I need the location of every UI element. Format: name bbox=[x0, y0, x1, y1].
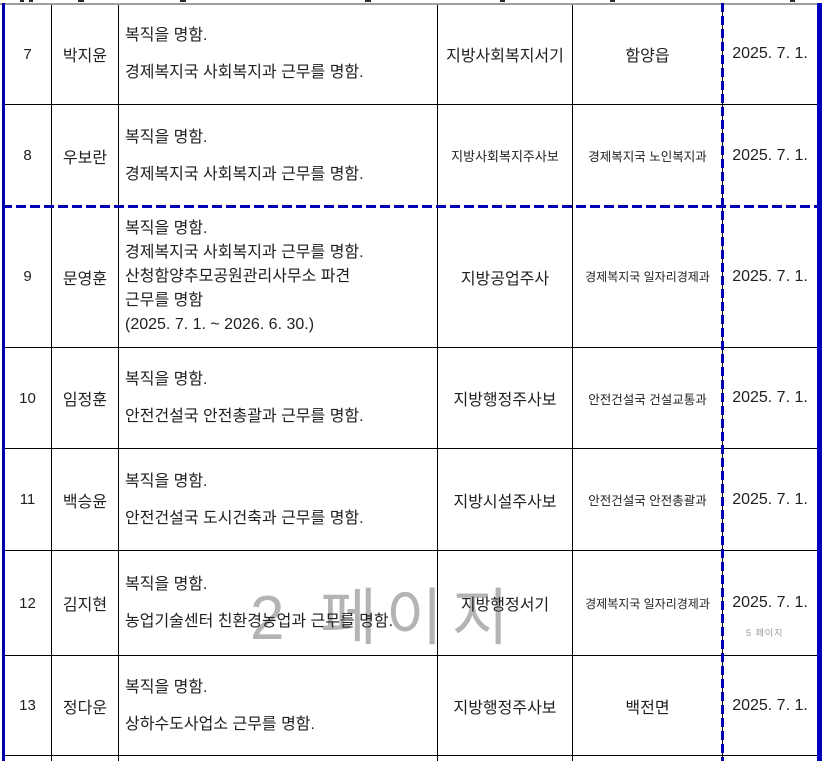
department-cell[interactable]: 안전건설국 건설교통과 bbox=[572, 347, 723, 449]
rank-title-cell[interactable]: 지방공업주사 bbox=[437, 206, 573, 348]
rank-title-cell[interactable]: 지방사회복지주사보 bbox=[437, 104, 573, 207]
row-number-cell[interactable]: 13 bbox=[3, 655, 52, 756]
order-description-cell[interactable]: 복직을 명함. 경제복지국 사회복지과 근무를 명함. 산청함양추모공원관리사무소 … bbox=[118, 206, 438, 348]
personnel-order-table: 7 박지윤 복직을 명함. 경제복지국 사회복지과 근무를 명함. 지방사회복지서… bbox=[3, 3, 818, 761]
description-line: 경제복지국 사회복지과 근무를 명함. bbox=[125, 165, 364, 183]
employee-name-cell[interactable]: 백승윤 bbox=[51, 448, 119, 551]
description-line: 복직을 명함. bbox=[125, 678, 208, 696]
department-cell[interactable]: 경제복지국 일자리경제과 bbox=[572, 206, 723, 348]
order-description-cell[interactable]: 복직을 명함. 경제복지국 사회복지과 근무를 명함. bbox=[118, 104, 438, 207]
description-line: 복직을 명함. bbox=[125, 576, 208, 593]
description-line: 안전건설국 안전총괄과 근무를 명함. bbox=[125, 408, 364, 425]
description-line: 근무를 명함 bbox=[125, 291, 204, 309]
employee-name-cell[interactable]: 정다운 bbox=[51, 655, 119, 756]
description-line: 복직을 명함. bbox=[125, 27, 208, 44]
description-line: 경제복지국 사회복지과 근무를 명함. bbox=[125, 64, 364, 81]
clipped-text-remnant bbox=[78, 0, 84, 2]
clipped-text-remnant bbox=[29, 0, 33, 2]
order-description-cell[interactable] bbox=[118, 755, 438, 761]
department-cell[interactable]: 안전건설국 안전총괄과 bbox=[572, 448, 723, 551]
description-line: 복직을 명함. bbox=[125, 371, 208, 388]
row-number-cell[interactable] bbox=[3, 755, 52, 761]
employee-name-cell[interactable]: 우보란 bbox=[51, 104, 119, 207]
department-cell[interactable] bbox=[572, 755, 723, 761]
employee-name-cell[interactable]: 김지현 bbox=[51, 550, 119, 656]
effective-date-cell[interactable]: 2025. 7. 1. bbox=[722, 3, 818, 105]
employee-name-cell[interactable]: 문영훈 bbox=[51, 206, 119, 348]
rank-title-cell[interactable]: 지방시설주사보 bbox=[437, 448, 573, 551]
table-row: 10 임정훈 복직을 명함. 안전건설국 안전총괄과 근무를 명함. 지방행정주사… bbox=[3, 347, 818, 449]
clipped-text-remnant bbox=[20, 0, 24, 2]
rank-title-cell[interactable] bbox=[437, 755, 573, 761]
effective-date-cell[interactable]: 2025. 7. 1. bbox=[722, 448, 818, 551]
description-line: 안전건설국 도시건축과 근무를 명함. bbox=[125, 509, 364, 527]
table-row bbox=[3, 755, 818, 761]
clipped-text-remnant bbox=[610, 0, 615, 2]
description-line: 농업기술센터 친환경농업과 근무를 명함. bbox=[125, 613, 394, 630]
table-row: 11 백승윤 복직을 명함. 안전건설국 도시건축과 근무를 명함. 지방시설주사… bbox=[3, 448, 818, 551]
department-cell[interactable]: 백전면 bbox=[572, 655, 723, 756]
clipped-text-remnant bbox=[365, 0, 371, 2]
order-table-body: 7 박지윤 복직을 명함. 경제복지국 사회복지과 근무를 명함. 지방사회복지서… bbox=[3, 3, 818, 761]
employee-name-cell[interactable]: 임정훈 bbox=[51, 347, 119, 449]
order-description-cell[interactable]: 복직을 명함. 안전건설국 안전총괄과 근무를 명함. bbox=[118, 347, 438, 449]
row-number-cell[interactable]: 12 bbox=[3, 550, 52, 656]
table-row: 13 정다운 복직을 명함. 상하수도사업소 근무를 명함. 지방행정주사보 백전… bbox=[3, 655, 818, 756]
table-row: 8 우보란 복직을 명함. 경제복지국 사회복지과 근무를 명함. 지방사회복지주… bbox=[3, 104, 818, 207]
description-line: 복직을 명함. bbox=[125, 472, 208, 490]
table-row: 7 박지윤 복직을 명함. 경제복지국 사회복지과 근무를 명함. 지방사회복지서… bbox=[3, 3, 818, 105]
rank-title-cell[interactable]: 지방행정주사보 bbox=[437, 655, 573, 756]
effective-date-cell[interactable] bbox=[722, 755, 818, 761]
department-cell[interactable]: 경제복지국 노인복지과 bbox=[572, 104, 723, 207]
effective-date-cell[interactable]: 2025. 7. 1. bbox=[722, 550, 818, 656]
order-description-cell[interactable]: 복직을 명함. 안전건설국 도시건축과 근무를 명함. bbox=[118, 448, 438, 551]
row-number-cell[interactable]: 8 bbox=[3, 104, 52, 207]
order-description-cell[interactable]: 복직을 명함. 경제복지국 사회복지과 근무를 명함. bbox=[118, 3, 438, 105]
effective-date-cell[interactable]: 2025. 7. 1. bbox=[722, 347, 818, 449]
rank-title-cell[interactable]: 지방사회복지서기 bbox=[437, 3, 573, 105]
effective-date-cell[interactable]: 2025. 7. 1. bbox=[722, 655, 818, 756]
description-line: (2025. 7. 1. ~ 2026. 6. 30.) bbox=[125, 315, 315, 333]
clipped-text-remnant bbox=[790, 0, 795, 2]
row-number-cell[interactable]: 7 bbox=[3, 3, 52, 105]
employee-name-cell[interactable] bbox=[51, 755, 119, 761]
department-cell[interactable]: 경제복지국 일자리경제과 bbox=[572, 550, 723, 656]
department-cell[interactable]: 함양읍 bbox=[572, 3, 723, 105]
description-line: 산청함양추모공원관리사무소 파견 bbox=[125, 267, 351, 285]
description-line: 상하수도사업소 근무를 명함. bbox=[125, 715, 315, 733]
description-line: 복직을 명함. bbox=[125, 128, 208, 146]
effective-date-cell[interactable]: 2025. 7. 1. bbox=[722, 206, 818, 348]
effective-date-cell[interactable]: 2025. 7. 1. bbox=[722, 104, 818, 207]
table-row: 12 김지현 복직을 명함. 농업기술센터 친환경농업과 근무를 명함. 지방행정… bbox=[3, 550, 818, 656]
row-number-cell[interactable]: 11 bbox=[3, 448, 52, 551]
clipped-text-remnant bbox=[500, 0, 505, 2]
clipped-text-remnant bbox=[180, 0, 186, 2]
employee-name-cell[interactable]: 박지윤 bbox=[51, 3, 119, 105]
order-description-cell[interactable]: 복직을 명함. 상하수도사업소 근무를 명함. bbox=[118, 655, 438, 756]
row-number-cell[interactable]: 9 bbox=[3, 206, 52, 348]
rank-title-cell[interactable]: 지방행정서기 bbox=[437, 550, 573, 656]
description-line: 복직을 명함. bbox=[125, 219, 208, 237]
description-line: 경제복지국 사회복지과 근무를 명함. bbox=[125, 243, 364, 261]
order-description-cell[interactable]: 복직을 명함. 농업기술센터 친환경농업과 근무를 명함. bbox=[118, 550, 438, 656]
row-number-cell[interactable]: 10 bbox=[3, 347, 52, 449]
rank-title-cell[interactable]: 지방행정주사보 bbox=[437, 347, 573, 449]
table-row: 9 문영훈 복직을 명함. 경제복지국 사회복지과 근무를 명함. 산청함양추모공원… bbox=[3, 206, 818, 348]
